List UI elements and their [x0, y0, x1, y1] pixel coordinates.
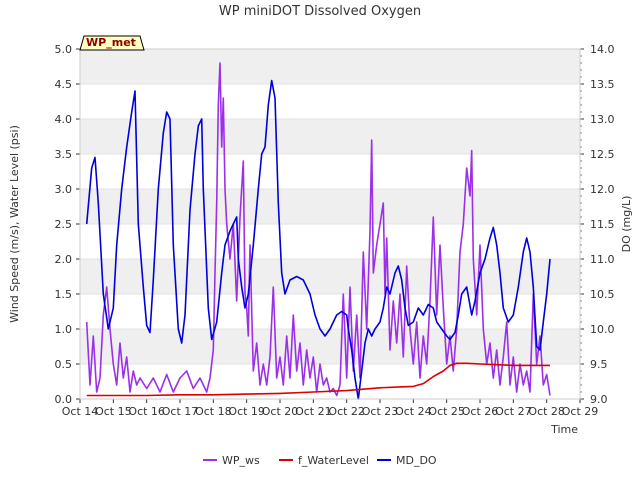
- series-line-f_WaterLevel: [86, 362, 550, 397]
- station-label: WP_met: [86, 36, 136, 49]
- y-axis-right-label: DO (mg/L): [620, 196, 633, 253]
- x-tick-label: Oct 25: [428, 405, 465, 418]
- plot-frame: [79, 48, 581, 400]
- y-axis-right: 9.0 9.5 10.0 10.5 11.0 11.5 12.0 12.5 13.0 13.5 14…: [580, 43, 615, 406]
- series-line-MD_DO: [85, 79, 551, 400]
- x-tick-label: Oct 16: [128, 405, 165, 418]
- y-left-tick-label: 4.0: [55, 113, 73, 126]
- y-right-tick-label: 12.0: [590, 183, 615, 196]
- y-left-tick-label: 1.5: [55, 288, 73, 301]
- x-tick-label: Oct 23: [362, 405, 399, 418]
- y-left-tick-label: 2.0: [55, 253, 73, 266]
- x-axis-label: Time: [550, 423, 578, 436]
- y-right-tick-label: 9.0: [590, 393, 608, 406]
- y-left-tick-label: 0.5: [55, 358, 73, 371]
- grid-band: [80, 119, 580, 154]
- x-tick-label: Oct 27: [495, 405, 532, 418]
- y-right-tick-label: 14.0: [590, 43, 615, 56]
- x-tick-label: Oct 28: [528, 405, 565, 418]
- x-tick-label: Oct 21: [295, 405, 332, 418]
- legend: WP_ws f_WaterLevel MD_DO: [203, 454, 437, 467]
- series-group: [85, 62, 551, 400]
- grid-band: [80, 49, 580, 84]
- x-tick-label: Oct 18: [195, 405, 232, 418]
- x-tick-label: Oct 26: [462, 405, 499, 418]
- x-tick-label: Oct 29: [562, 405, 599, 418]
- y-left-tick-label: 3.0: [55, 183, 73, 196]
- grid-band: [80, 189, 580, 224]
- y-right-tick-label: 13.5: [590, 78, 615, 91]
- grid-band: [80, 259, 580, 294]
- y-right-tick-label: 10.5: [590, 288, 615, 301]
- x-tick-label: Oct 22: [328, 405, 365, 418]
- y-right-tick-label: 12.5: [590, 148, 615, 161]
- x-tick-label: Oct 17: [162, 405, 199, 418]
- y-right-tick-label: 9.5: [590, 358, 608, 371]
- y-left-tick-label: 3.5: [55, 148, 73, 161]
- x-tick-label: Oct 15: [95, 405, 132, 418]
- x-tick-label: Oct 19: [228, 405, 265, 418]
- legend-label: WP_ws: [222, 454, 260, 467]
- chart-title: WP miniDOT Dissolved Oxygen: [219, 4, 421, 19]
- legend-label: f_WaterLevel: [298, 454, 369, 467]
- y-left-tick-label: 2.5: [55, 218, 73, 231]
- y-right-tick-label: 13.0: [590, 113, 615, 126]
- legend-label: MD_DO: [396, 454, 437, 467]
- y-right-tick-label: 10.0: [590, 323, 615, 336]
- y-right-tick-label: 11.5: [590, 218, 615, 231]
- x-tick-label: Oct 14: [62, 405, 99, 418]
- y-left-tick-label: 4.5: [55, 78, 73, 91]
- x-tick-label: Oct 24: [395, 405, 432, 418]
- x-tick-label: Oct 20: [262, 405, 299, 418]
- y-right-tick-label: 11.0: [590, 253, 615, 266]
- y-left-tick-label: 1.0: [55, 323, 73, 336]
- y-left-tick-label: 5.0: [55, 43, 73, 56]
- station-badge: WP_met: [79, 35, 145, 51]
- y-axis-left-label: Wind Speed (m/s), Water Level (psi): [8, 125, 21, 323]
- y-left-tick-label: 0.0: [55, 393, 73, 406]
- y-axis-left: 0.0 0.5 1.0 1.5 2.0 2.5 3.0 3.5 4.0 4.5 5.0: [55, 43, 80, 406]
